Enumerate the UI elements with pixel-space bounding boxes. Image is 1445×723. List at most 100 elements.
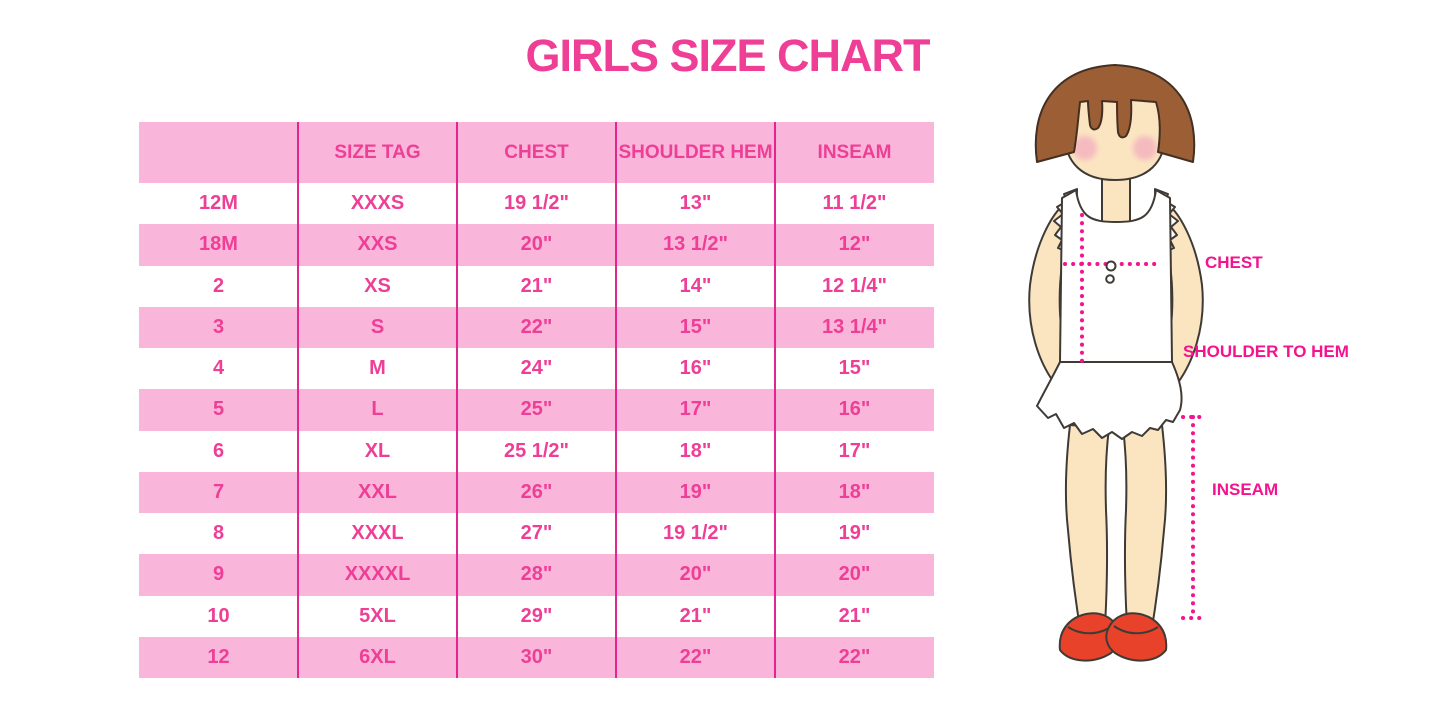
size-table-header: SIZE TAG CHEST SHOULDER HEM INSEAM xyxy=(139,122,934,183)
table-cell: 21" xyxy=(679,604,712,627)
left-leg xyxy=(1064,424,1110,641)
table-cell: 10 xyxy=(207,604,230,627)
table-cell: 12 xyxy=(207,645,230,668)
table-cell: 28" xyxy=(520,563,553,586)
table-row: 6 XL 25 1/2" 18" 17" xyxy=(139,430,934,472)
table-cell: 12 1/4" xyxy=(821,274,888,297)
table-cell: 18" xyxy=(838,480,871,503)
right-blush xyxy=(1133,136,1157,160)
column-divider xyxy=(615,122,617,678)
table-cell: 14" xyxy=(679,274,712,297)
table-row: 10 5XL 29" 21" 21" xyxy=(139,595,934,637)
table-cell: 5 xyxy=(212,398,225,421)
red-shoes xyxy=(1058,612,1168,662)
table-cell: 2 xyxy=(212,274,225,297)
table-cell: 20" xyxy=(520,233,553,256)
table-cell: 20" xyxy=(838,563,871,586)
header-cell: SHOULDER HEM xyxy=(618,141,773,163)
table-cell: 15" xyxy=(679,315,712,338)
table-cell: M xyxy=(369,357,386,380)
table-cell: 21" xyxy=(838,604,871,627)
table-row: 7 XXL 26" 19" 18" xyxy=(139,471,934,513)
table-cell: 9 xyxy=(212,563,225,586)
table-row: 9 XXXXL 28" 20" 20" xyxy=(139,554,934,596)
table-cell: 18" xyxy=(679,439,712,462)
table-cell: 25 1/2" xyxy=(503,439,570,462)
header-cell: CHEST xyxy=(504,141,569,163)
table-cell: 20" xyxy=(679,563,712,586)
table-cell: XL xyxy=(364,439,391,462)
table-cell: L xyxy=(371,398,384,421)
hair xyxy=(1034,64,1196,163)
table-cell: 22" xyxy=(838,645,871,668)
table-row: 12 6XL 30" 22" 22" xyxy=(139,636,934,678)
table-cell: 16" xyxy=(679,357,712,380)
table-cell: 19 1/2" xyxy=(503,192,570,215)
header-cell xyxy=(139,122,298,183)
table-cell: XXS xyxy=(357,233,398,256)
table-row: 18M XXS 20" 13 1/2" 12" xyxy=(139,224,934,266)
table-cell: XS xyxy=(364,274,391,297)
column-divider xyxy=(456,122,458,678)
table-cell: 13 1/4" xyxy=(821,315,888,338)
right-leg xyxy=(1122,424,1168,641)
table-cell: 16" xyxy=(838,398,871,421)
dress-bodice xyxy=(1059,189,1173,363)
table-cell: 18M xyxy=(199,233,238,256)
table-cell: 5XL xyxy=(359,604,396,627)
table-cell: 6 xyxy=(212,439,225,462)
inseam-label: INSEAM xyxy=(1212,480,1279,499)
table-cell: 4 xyxy=(212,357,225,380)
table-row: 2 XS 21" 14" 12 1/4" xyxy=(139,265,934,307)
table-cell: 19" xyxy=(838,522,871,545)
table-cell: 22" xyxy=(679,645,712,668)
girl-illustration xyxy=(1028,64,1205,662)
table-cell: XXXL xyxy=(351,522,404,545)
table-cell: 12M xyxy=(199,192,238,215)
measurement-dotted-lines xyxy=(1063,213,1205,620)
table-cell: 19" xyxy=(679,480,712,503)
page-title: GIRLS SIZE CHART xyxy=(525,30,930,81)
table-cell: 7 xyxy=(212,480,225,503)
table-cell: 26" xyxy=(520,480,553,503)
table-cell: 24" xyxy=(520,357,553,380)
table-cell: 12" xyxy=(838,233,871,256)
shoulder-to-hem-label: SHOULDER TO HEM xyxy=(1183,342,1349,361)
chest-label: CHEST xyxy=(1205,253,1263,272)
dress-button-bottom xyxy=(1105,274,1115,284)
table-cell: 27" xyxy=(520,522,553,545)
column-divider xyxy=(297,122,299,678)
table-cell: 21" xyxy=(520,274,553,297)
table-row: 8 XXXL 27" 19 1/2" 19" xyxy=(139,513,934,555)
table-cell: 29" xyxy=(520,604,553,627)
table-cell: 11 1/2" xyxy=(822,192,887,215)
table-row: 4 M 24" 16" 15" xyxy=(139,348,934,390)
table-cell: S xyxy=(370,315,385,338)
table-cell: 30" xyxy=(520,645,553,668)
table-row: 5 L 25" 17" 16" xyxy=(139,389,934,431)
table-cell: 8 xyxy=(212,522,225,545)
size-table: SIZE TAG CHEST SHOULDER HEM INSEAM 12M XXXS 1… xyxy=(139,122,934,678)
table-cell: XXXXL xyxy=(344,563,411,586)
table-cell: 17" xyxy=(679,398,712,421)
table-cell: XXL xyxy=(358,480,397,503)
size-table-body: 12M XXXS 19 1/2" 13" 11 1/2" 18M XXS 20" 13 1/2"… xyxy=(139,183,934,678)
column-divider xyxy=(774,122,776,678)
table-cell: 13 1/2" xyxy=(662,233,729,256)
table-cell: 13" xyxy=(679,192,712,215)
table-cell: 19 1/2" xyxy=(662,522,729,545)
table-cell: 25" xyxy=(520,398,553,421)
table-cell: XXXS xyxy=(350,192,405,215)
table-cell: 22" xyxy=(520,315,553,338)
left-blush xyxy=(1073,136,1097,160)
table-cell: 3 xyxy=(212,315,225,338)
table-cell: 6XL xyxy=(359,645,396,668)
header-cell: INSEAM xyxy=(817,141,892,163)
table-row: 3 S 22" 15" 13 1/4" xyxy=(139,306,934,348)
dress-skirt xyxy=(1036,361,1183,440)
dress-button-top xyxy=(1105,260,1117,272)
table-cell: 15" xyxy=(838,357,871,380)
header-cell: SIZE TAG xyxy=(334,141,421,163)
table-row: 12M XXXS 19 1/2" 13" 11 1/2" xyxy=(139,183,934,225)
table-cell: 17" xyxy=(838,439,871,462)
